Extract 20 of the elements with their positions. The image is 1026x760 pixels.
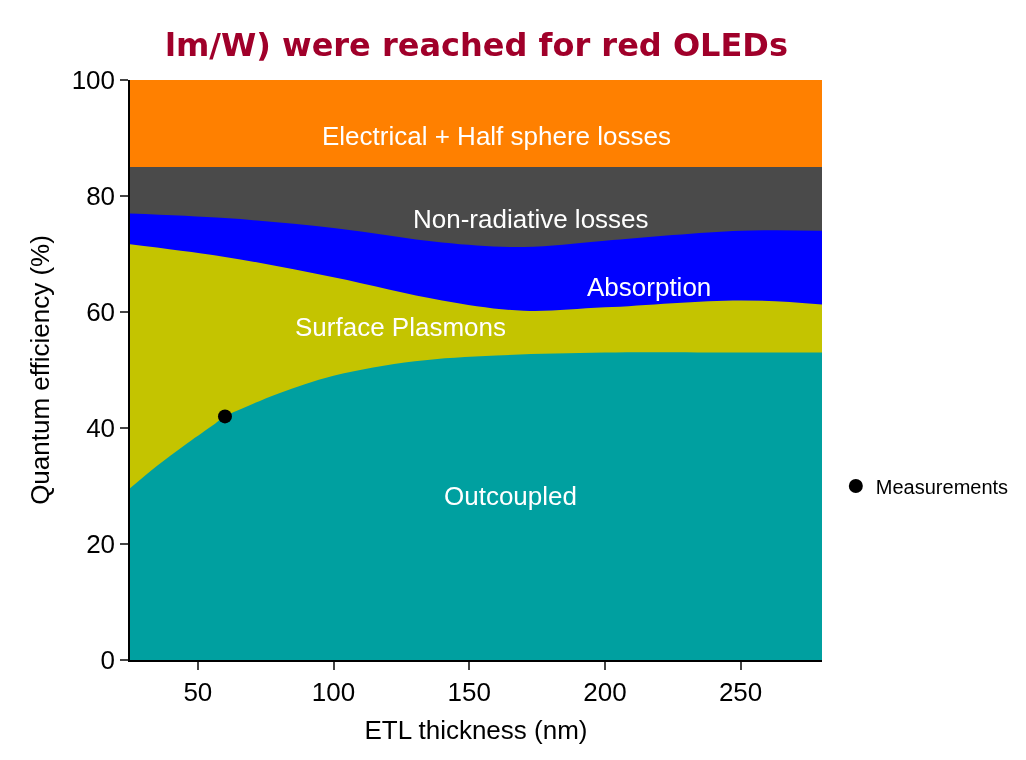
x-tick-label: 100 (311, 676, 356, 707)
y-tick-label: 60 (86, 297, 116, 328)
x-tick-label: 200 (583, 676, 627, 707)
x-tick-label: 250 (718, 676, 763, 707)
y-tick-label: 100 (71, 65, 116, 96)
legend-label: Measurements (875, 475, 1009, 498)
annotation: Surface Plasmons (295, 312, 506, 342)
annotation: Absorption (587, 272, 712, 302)
annotation: Non-radiative losses (413, 204, 649, 234)
x-tick-label: 150 (447, 676, 491, 707)
y-tick-label: 20 (86, 529, 116, 560)
x-axis-title: ETL thickness (nm) (364, 715, 588, 746)
y-tick-label: 40 (86, 413, 116, 444)
y-tick-label: 0 (100, 645, 116, 676)
x-tick-label: 50 (183, 676, 213, 707)
text: lm/W) were reached for red OLEDs (165, 26, 788, 64)
y-axis-title: Quantum efficiency (%) (24, 235, 55, 505)
y-tick-label: 80 (86, 181, 116, 212)
annotation: Electrical + Half sphere losses (322, 121, 671, 151)
annotation: Outcoupled (444, 481, 577, 511)
